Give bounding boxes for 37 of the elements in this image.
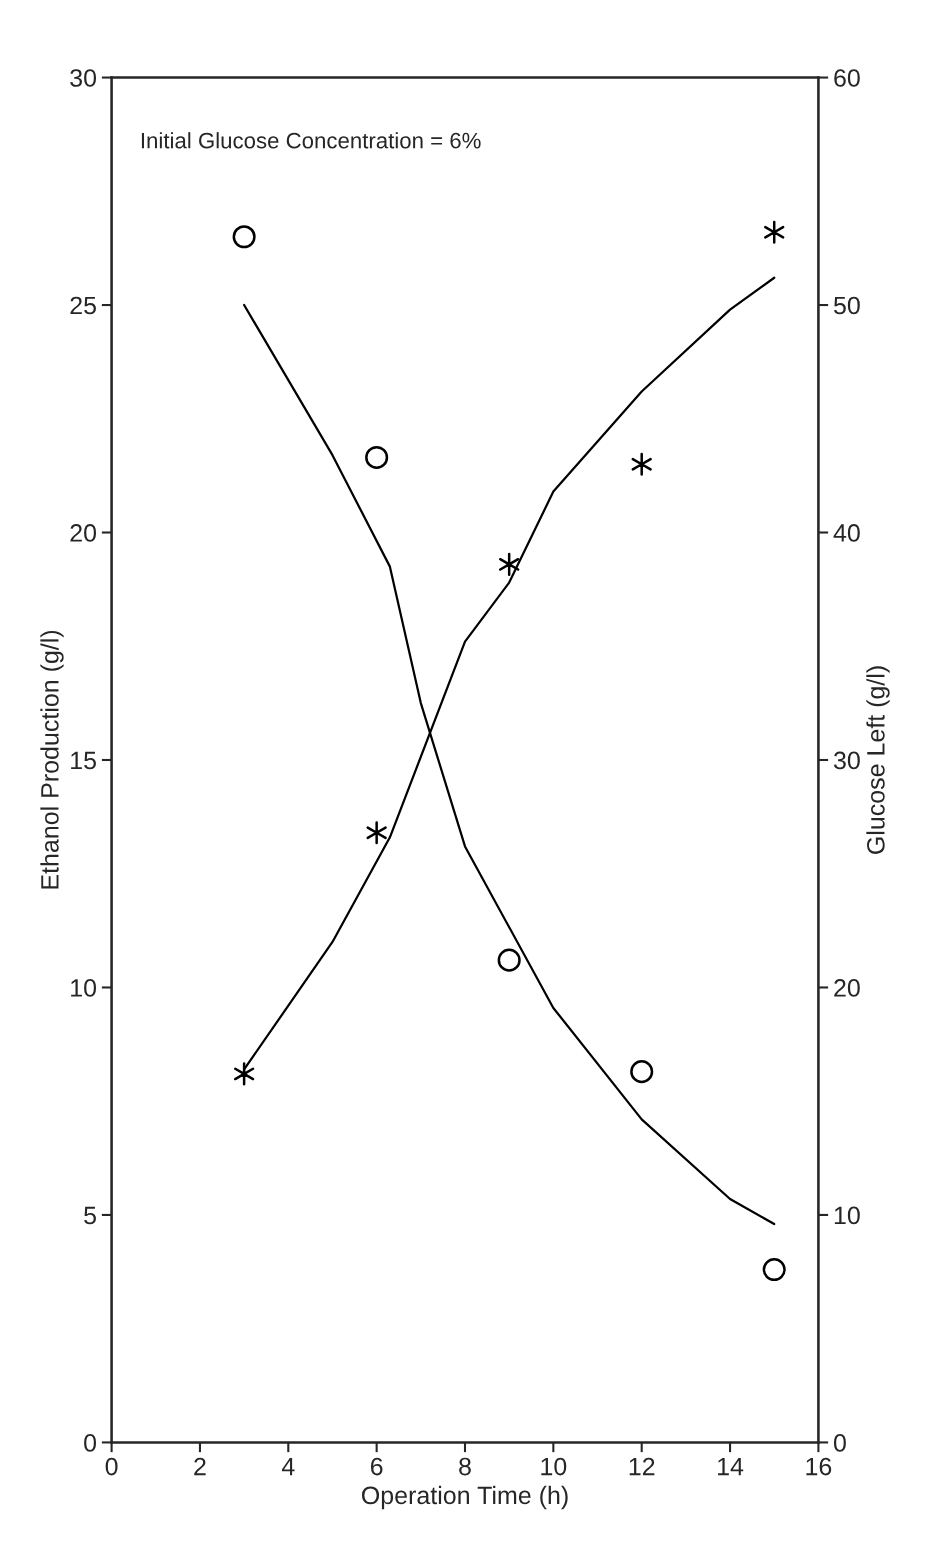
y-tick-label: 5 bbox=[84, 1206, 96, 1225]
y-tick-label: 25 bbox=[70, 296, 96, 315]
point bbox=[366, 821, 387, 845]
y-tick-label: 15 bbox=[71, 751, 96, 770]
y2-axis-title: Glucose Left (g/l) bbox=[866, 666, 890, 854]
y2-tick-label: 60 bbox=[834, 69, 860, 87]
point bbox=[630, 1060, 654, 1084]
x-tick-label: 2 bbox=[194, 1457, 206, 1476]
point bbox=[631, 452, 652, 476]
y2-tick-label: 20 bbox=[834, 979, 860, 997]
y2-tick-label: 40 bbox=[833, 524, 860, 542]
y-axis-title: Ethanol Production (g/l) bbox=[40, 630, 64, 889]
point bbox=[232, 225, 256, 249]
annotation: Initial Glucose Concentration = 6% bbox=[141, 132, 481, 149]
y-tick-label: 30 bbox=[70, 69, 97, 87]
x-tick-label: 0 bbox=[105, 1457, 118, 1476]
x-tick-label: 12 bbox=[629, 1457, 655, 1476]
x-axis-title: Operation Time (h) bbox=[361, 1485, 568, 1510]
point bbox=[497, 948, 521, 972]
y2-tick-label: 0 bbox=[833, 1434, 846, 1452]
x-tick-label: 10 bbox=[541, 1457, 567, 1476]
x-tick-label: 16 bbox=[806, 1457, 832, 1476]
point bbox=[365, 445, 389, 469]
y2-tick-label: 50 bbox=[833, 296, 860, 315]
point bbox=[762, 1258, 786, 1282]
y-tick-label: 20 bbox=[70, 524, 97, 542]
x-tick-label: 8 bbox=[459, 1457, 471, 1476]
point bbox=[499, 552, 520, 576]
x-tick-label: 4 bbox=[281, 1457, 295, 1476]
x-tick-label: 14 bbox=[718, 1457, 744, 1476]
y-tick-label: 0 bbox=[84, 1434, 97, 1452]
x-tick-label: 6 bbox=[370, 1457, 383, 1476]
y2-tick-label: 30 bbox=[833, 751, 860, 770]
y2-tick-label: 10 bbox=[834, 1206, 860, 1225]
point bbox=[233, 1062, 255, 1086]
point bbox=[764, 220, 785, 244]
y-tick-label: 10 bbox=[71, 979, 97, 997]
